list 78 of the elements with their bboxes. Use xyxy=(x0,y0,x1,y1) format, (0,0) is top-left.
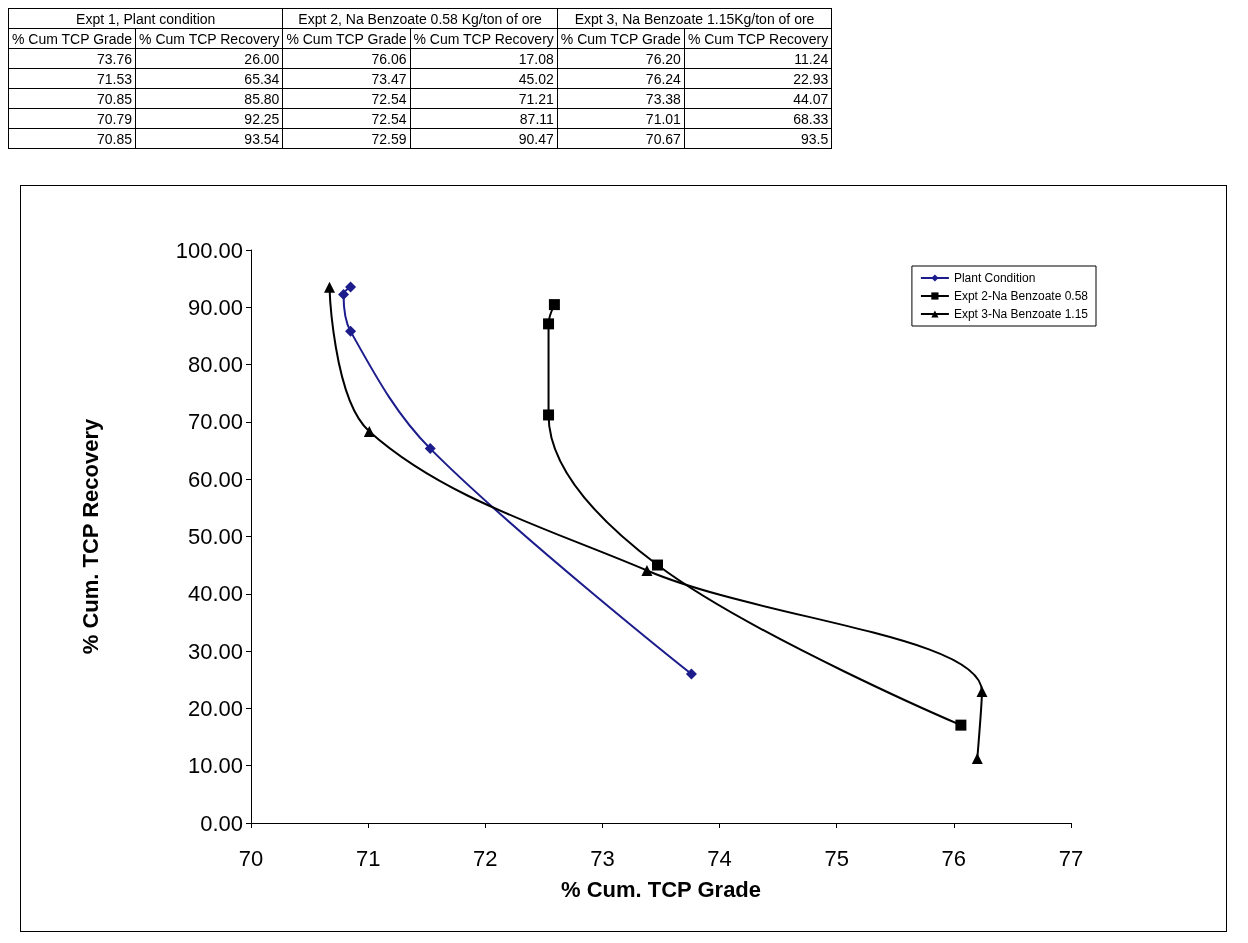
x-tick-label: 76 xyxy=(941,845,967,871)
text: 73.47 xyxy=(282,68,410,89)
y-tick-label: 100.00 xyxy=(175,237,243,263)
point xyxy=(548,299,560,311)
text: 22.93 xyxy=(684,68,832,89)
text: 71.01 xyxy=(557,108,685,129)
text: % Cum TCP Grade xyxy=(8,28,136,49)
x-tick-label: 75 xyxy=(824,845,849,871)
legend-label: Plant Condition xyxy=(953,271,1036,285)
point xyxy=(955,719,967,731)
y-tick-label: 80.00 xyxy=(187,352,243,378)
x-tick-label: 70 xyxy=(238,845,264,871)
text: % Cum TCP Recovery xyxy=(410,28,558,49)
text: 71.53 xyxy=(8,68,136,89)
text: 17.08 xyxy=(410,48,558,69)
text: 72.54 xyxy=(282,108,410,129)
text: 26.00 xyxy=(135,48,283,69)
text: Expt 2, Na Benzoate 0.58 Kg/ton of ore xyxy=(282,8,558,29)
text: 70.85 xyxy=(8,88,136,109)
text: 72.59 xyxy=(282,128,410,149)
text: 90.47 xyxy=(410,128,558,149)
x-tick-label: 77 xyxy=(1058,845,1084,871)
y-tick-label: 0.00 xyxy=(200,810,243,836)
text: 85.80 xyxy=(135,88,283,109)
text: 44.07 xyxy=(684,88,832,109)
text: 65.34 xyxy=(135,68,283,89)
y-tick-label: 40.00 xyxy=(187,581,243,607)
text: % Cum TCP Grade xyxy=(282,28,410,49)
text: 73.76 xyxy=(8,48,136,69)
y-tick-label: 70.00 xyxy=(187,409,243,435)
y-tick-label: 60.00 xyxy=(187,466,243,492)
y-axis-title: % Cum. TCP Recovery xyxy=(77,417,103,655)
y-tick-label: 20.00 xyxy=(187,695,243,721)
text: 11.24 xyxy=(684,48,832,69)
text: 76.20 xyxy=(557,48,685,69)
y-tick-label: 30.00 xyxy=(187,638,243,664)
point xyxy=(543,318,555,330)
text: 76.06 xyxy=(282,48,410,69)
text: 93.5 xyxy=(684,128,832,149)
text: 72.54 xyxy=(282,88,410,109)
point xyxy=(363,425,375,437)
point xyxy=(976,686,988,698)
legend-label: Expt 3-Na Benzoate 1.15 xyxy=(953,307,1089,321)
x-tick-label: 73 xyxy=(590,845,615,871)
text: 70.67 xyxy=(557,128,685,149)
text: 45.02 xyxy=(410,68,558,89)
point xyxy=(338,288,350,300)
point xyxy=(685,668,697,680)
text: 70.79 xyxy=(8,108,136,129)
legend-label: Expt 2-Na Benzoate 0.58 xyxy=(953,289,1089,303)
y-tick-label: 90.00 xyxy=(187,294,243,320)
x-tick-label: 74 xyxy=(707,845,732,871)
y-tick-label: 10.00 xyxy=(187,753,243,779)
point xyxy=(543,409,555,421)
x-tick-label: 72 xyxy=(473,845,498,871)
text: % Cum TCP Recovery xyxy=(135,28,283,49)
point xyxy=(971,753,983,765)
text: 87.11 xyxy=(410,108,558,129)
text: 93.54 xyxy=(135,128,283,149)
x-axis-title: % Cum. TCP Grade xyxy=(560,876,762,902)
point xyxy=(323,281,335,293)
text: 70.85 xyxy=(8,128,136,149)
text: 73.38 xyxy=(557,88,685,109)
text: Expt 1, Plant condition xyxy=(8,8,283,29)
point xyxy=(345,281,357,293)
x-tick-label: 71 xyxy=(355,845,381,871)
text: 92.25 xyxy=(135,108,283,129)
point xyxy=(651,559,663,571)
point xyxy=(424,443,436,455)
text: 76.24 xyxy=(557,68,685,89)
point xyxy=(345,325,357,337)
point xyxy=(641,564,653,576)
text: % Cum TCP Grade xyxy=(557,28,685,49)
text: % Cum TCP Recovery xyxy=(684,28,832,49)
text: 71.21 xyxy=(410,88,558,109)
text: 68.33 xyxy=(684,108,832,129)
text: Expt 3, Na Benzoate 1.15Kg/ton of ore xyxy=(557,8,832,29)
y-tick-label: 50.00 xyxy=(187,524,243,549)
